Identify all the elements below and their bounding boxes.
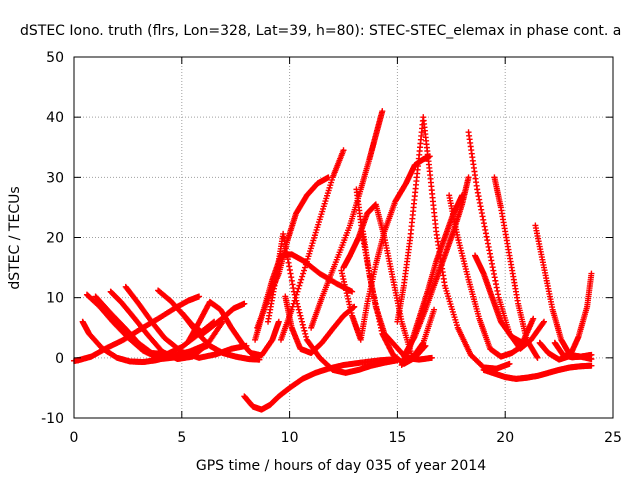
data-point (540, 319, 547, 326)
data-point (299, 273, 306, 280)
data-point (196, 293, 203, 300)
x-tick-label: 5 (177, 430, 186, 446)
data-point (241, 300, 248, 307)
y-tick-label: 40 (46, 110, 64, 126)
data-point (428, 354, 435, 361)
axis-ticks: 0 5 10 15 20 25 -10 0 10 20 30 40 50 (41, 50, 622, 446)
x-tick-label: 0 (70, 430, 79, 446)
series-pass-28 (480, 362, 595, 382)
data-point (303, 333, 310, 340)
data-point (530, 315, 537, 322)
data-point (349, 288, 356, 295)
data-point (298, 315, 305, 322)
data-point (379, 108, 386, 115)
y-tick-label: 30 (46, 170, 64, 186)
x-axis-label: GPS time / hours of day 035 of year 2014 (196, 458, 486, 474)
data-point (340, 147, 347, 154)
data-point (289, 303, 296, 310)
data-point (294, 288, 301, 295)
y-tick-label: 50 (46, 50, 64, 66)
data-point (301, 267, 308, 274)
x-tick-label: 25 (604, 430, 622, 446)
data-point (422, 342, 429, 349)
data-point (299, 321, 306, 328)
series-pass-21 (394, 114, 513, 372)
data-point (290, 300, 297, 307)
data-point (296, 282, 303, 289)
x-tick-label: 15 (388, 430, 406, 446)
data-point (300, 324, 307, 331)
series-pass-15 (277, 147, 347, 343)
data-point (534, 354, 541, 361)
chart-title: dSTEC Iono. truth (flrs, Lon=328, Lat=39… (20, 23, 621, 39)
y-axis-label: dSTEC / TECUs (7, 186, 23, 289)
x-tick-label: 20 (496, 430, 514, 446)
data-point (297, 312, 304, 319)
series-pass-27 (491, 174, 541, 361)
data-point (302, 261, 309, 268)
data-point (298, 276, 305, 283)
data-point (431, 306, 438, 313)
data-point (465, 174, 472, 181)
series-pass-17 (340, 201, 438, 361)
data-point (301, 264, 308, 271)
data-point (588, 351, 595, 358)
series-pass-20 (359, 228, 435, 363)
series-pass-30 (536, 270, 595, 363)
y-tick-label: -10 (41, 411, 64, 427)
series-pass-13 (265, 230, 401, 376)
data-point (300, 270, 307, 277)
data-markers (71, 108, 595, 413)
y-tick-label: 20 (46, 231, 64, 247)
y-tick-label: 10 (46, 291, 64, 307)
data-point (506, 360, 513, 367)
data-point (588, 270, 595, 277)
data-point (301, 327, 308, 334)
data-point (541, 318, 548, 325)
data-point (291, 297, 298, 304)
data-point (302, 330, 309, 337)
data-point (295, 306, 302, 313)
data-point (296, 309, 303, 316)
series-pass-09 (185, 298, 282, 359)
data-point (288, 306, 295, 313)
data-point (292, 294, 299, 301)
data-point (294, 303, 301, 310)
series-pass-05 (107, 288, 226, 363)
x-tick-label: 10 (281, 430, 299, 446)
y-tick-label: 0 (55, 351, 64, 367)
series-pass-29 (532, 222, 595, 363)
data-point (298, 318, 305, 325)
series-pass-07 (155, 287, 263, 363)
series-pass-31 (551, 339, 595, 361)
data-point (297, 279, 304, 286)
data-point (275, 318, 282, 325)
series-pass-26 (472, 252, 537, 346)
data-point (588, 362, 595, 369)
data-point (293, 291, 300, 298)
data-point (295, 285, 302, 292)
